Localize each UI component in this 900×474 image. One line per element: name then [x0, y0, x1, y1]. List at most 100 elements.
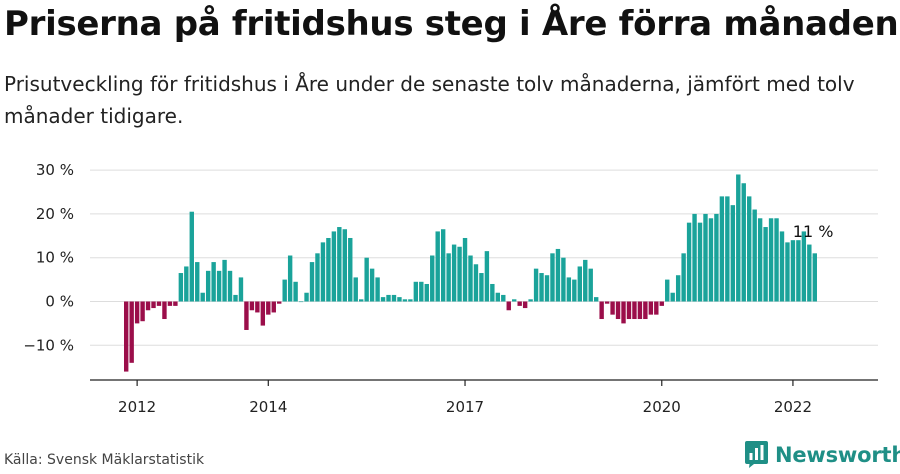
bar	[561, 257, 566, 302]
bar	[440, 229, 446, 302]
bar	[457, 246, 462, 302]
bar	[205, 270, 211, 302]
bar	[277, 301, 282, 304]
bar	[686, 222, 692, 302]
bar	[468, 255, 473, 302]
bar	[807, 244, 812, 302]
bar	[178, 273, 184, 302]
bar	[763, 227, 768, 302]
bar-series	[124, 174, 817, 372]
bar	[304, 292, 309, 302]
grid-lines	[90, 169, 878, 346]
x-tick-label: 2014	[249, 398, 287, 416]
bar	[413, 281, 419, 302]
y-tick-label: −10 %	[23, 336, 74, 354]
bar	[621, 301, 626, 324]
bar	[348, 237, 353, 302]
y-tick-label: 10 %	[36, 249, 74, 267]
bar	[779, 231, 785, 302]
bar	[533, 268, 539, 302]
x-tick-label: 2020	[643, 398, 681, 416]
bar	[588, 268, 593, 302]
bar	[233, 294, 238, 302]
bar	[801, 231, 807, 302]
y-tick-label: 30 %	[36, 161, 74, 179]
bar	[162, 301, 167, 320]
bar	[293, 281, 298, 302]
bar	[774, 218, 779, 302]
bar	[479, 273, 484, 302]
bar	[140, 301, 145, 322]
y-tick-label: 20 %	[36, 205, 74, 223]
bar	[244, 301, 249, 330]
bar	[692, 213, 697, 302]
bar	[572, 279, 577, 302]
bar	[260, 301, 266, 326]
y-tick-label: 0 %	[45, 293, 74, 311]
bar	[697, 222, 703, 302]
bar	[495, 292, 501, 302]
bar	[719, 196, 725, 302]
bar	[643, 301, 648, 320]
brand-name: Newsworthy	[775, 442, 900, 467]
bar	[626, 301, 632, 320]
bar	[747, 196, 752, 302]
bar	[703, 213, 708, 302]
source-note: Källa: Svensk Mäklarstatistik	[4, 452, 205, 468]
bar	[736, 174, 741, 302]
bar	[255, 301, 260, 313]
bar	[681, 253, 686, 302]
bar	[665, 279, 670, 302]
bar	[757, 218, 763, 302]
bar	[670, 292, 675, 302]
bar	[637, 301, 643, 320]
bar	[222, 259, 227, 302]
bar	[768, 218, 774, 302]
bar	[796, 240, 801, 302]
bar	[812, 253, 817, 302]
bar	[271, 301, 276, 313]
bar	[249, 301, 255, 311]
bar	[200, 292, 205, 302]
x-tick-label: 2022	[774, 398, 812, 416]
bar	[741, 183, 746, 302]
bar	[266, 301, 271, 315]
bar	[124, 301, 129, 372]
bar	[484, 251, 490, 302]
bar-chart-logo-icon	[745, 441, 768, 468]
bar	[550, 253, 555, 302]
bar	[730, 205, 736, 302]
bar	[156, 301, 162, 306]
bar	[544, 275, 550, 302]
bar	[315, 253, 320, 302]
bar	[408, 299, 413, 302]
bar	[785, 242, 790, 302]
axes: 30 % 20 % 10 % 0 % −10 % 2012 2014 2017 2020 2022	[23, 161, 878, 416]
last-value-label: 11 %	[793, 222, 834, 241]
bar	[522, 301, 528, 309]
annotations: 11 %	[793, 222, 834, 241]
bar	[430, 255, 435, 302]
bar	[359, 299, 364, 302]
bar	[473, 264, 479, 302]
bar	[501, 294, 506, 302]
bar	[238, 277, 244, 302]
bar	[375, 277, 380, 302]
bar	[659, 301, 664, 306]
bar	[632, 301, 637, 320]
bar	[615, 301, 621, 320]
bar	[227, 270, 233, 302]
bar	[435, 231, 440, 302]
bar	[189, 211, 194, 302]
bar	[195, 262, 200, 302]
bar	[287, 255, 293, 302]
bar	[708, 218, 714, 302]
bar	[648, 301, 654, 315]
bar	[566, 277, 572, 302]
bar	[216, 270, 222, 302]
bar	[555, 248, 561, 302]
bar	[577, 266, 582, 302]
bar	[604, 301, 610, 304]
bar	[129, 301, 134, 363]
